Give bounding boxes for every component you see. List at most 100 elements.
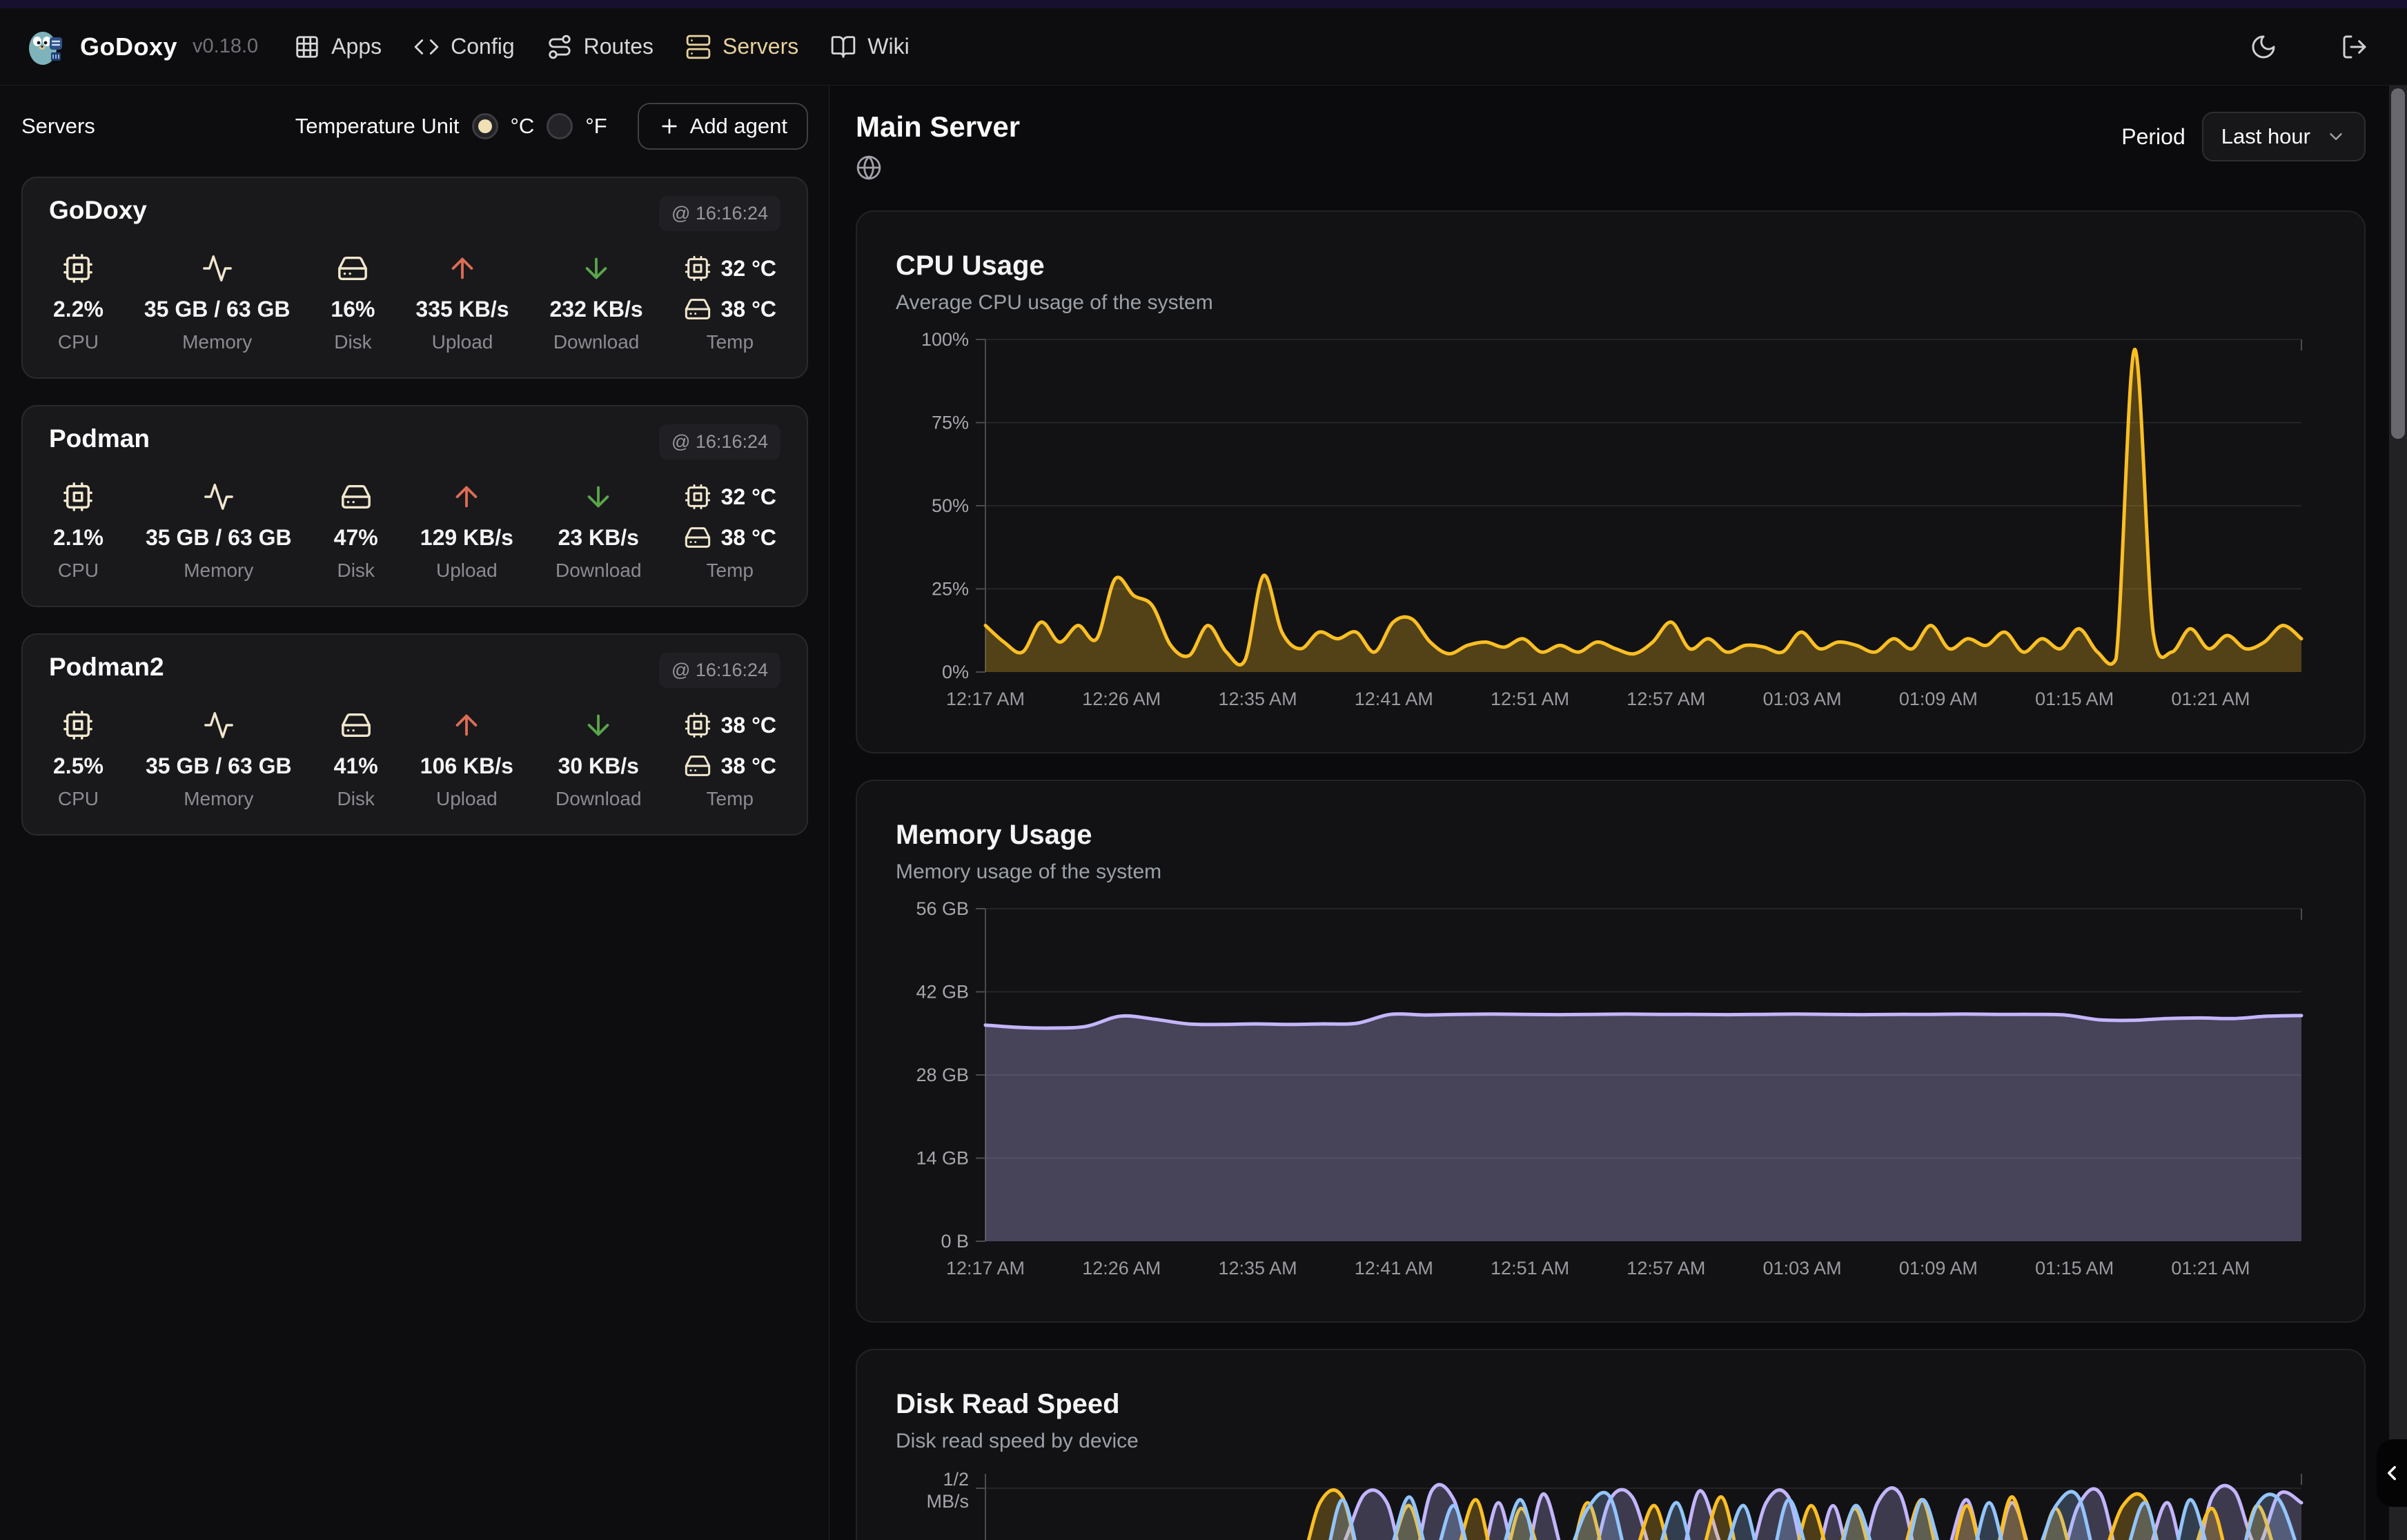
sidebar-header: Servers Temperature Unit °C °F Add agent <box>21 102 808 150</box>
stat-download: 30 KB/s Download <box>556 706 642 811</box>
hard-drive-icon <box>340 481 372 513</box>
stat-download: 23 KB/s Download <box>556 477 642 582</box>
disk-value: 41% <box>334 753 378 779</box>
svg-text:12:41 AM: 12:41 AM <box>1355 689 1433 709</box>
grid-icon <box>294 34 320 60</box>
cpu-icon <box>62 481 94 513</box>
svg-text:12:26 AM: 12:26 AM <box>1082 1258 1161 1279</box>
memory-usage-chart: 56 GB42 GB28 GB14 GB0 B12:17 AM12:26 AM1… <box>896 902 2329 1291</box>
temperature-unit-group: Temperature Unit °C °F Add agent <box>295 103 808 150</box>
period-select[interactable]: Last hour <box>2202 112 2366 161</box>
disk-temp-icon <box>684 524 711 551</box>
plus-icon <box>658 115 680 137</box>
stat-cpu: 2.2% CPU <box>53 249 104 354</box>
download-arrow-icon <box>582 481 614 513</box>
download-label: Download <box>553 331 640 353</box>
stat-upload: 106 KB/s Upload <box>420 706 513 811</box>
nav-item-apps[interactable]: Apps <box>294 34 382 60</box>
server-card-podman2[interactable]: Podman2 @ 16:16:24 2.5% CPU 35 GB / 63 G… <box>21 633 808 836</box>
svg-text:12:26 AM: 12:26 AM <box>1082 689 1161 709</box>
nav-item-servers[interactable]: Servers <box>685 34 798 60</box>
download-value: 30 KB/s <box>558 753 639 779</box>
svg-text:01:21 AM: 01:21 AM <box>2171 689 2250 709</box>
stat-temp: 32 °C 38 °C Temp <box>684 477 776 582</box>
svg-text:50%: 50% <box>932 495 969 516</box>
nav-item-label: Routes <box>584 34 654 59</box>
svg-text:01:15 AM: 01:15 AM <box>2035 1258 2114 1279</box>
disk-label: Disk <box>334 331 371 353</box>
download-label: Download <box>556 560 642 582</box>
upload-value: 106 KB/s <box>420 753 513 779</box>
svg-text:12:35 AM: 12:35 AM <box>1218 1258 1297 1279</box>
upload-value: 335 KB/s <box>415 297 509 322</box>
svg-text:100%: 100% <box>921 333 969 350</box>
cpu-temp-value: 32 °C <box>721 484 776 510</box>
theme-toggle-moon-icon[interactable] <box>2250 33 2277 61</box>
cpu-chart-subtitle: Average CPU usage of the system <box>896 291 2326 315</box>
nav-item-config[interactable]: Config <box>413 34 515 60</box>
stat-disk: 47% Disk <box>334 477 378 582</box>
disk-temp-value: 38 °C <box>721 525 776 551</box>
download-label: Download <box>556 788 642 810</box>
disk-temp-icon <box>684 752 711 780</box>
servers-sidebar: Servers Temperature Unit °C °F Add agent… <box>0 86 829 1540</box>
svg-text:MB/s: MB/s <box>926 1491 969 1512</box>
cpu-temp-value: 38 °C <box>721 713 776 738</box>
memory-label: Memory <box>182 331 252 353</box>
memory-chart-subtitle: Memory usage of the system <box>896 860 2326 884</box>
cpu-chart-title: CPU Usage <box>896 250 2326 282</box>
memory-label: Memory <box>184 788 253 810</box>
memory-label: Memory <box>184 560 253 582</box>
memory-value: 35 GB / 63 GB <box>146 525 292 551</box>
celsius-radio[interactable] <box>472 113 498 139</box>
server-card-godoxy[interactable]: GoDoxy @ 16:16:24 2.2% CPU 35 GB / 63 GB… <box>21 177 808 379</box>
server-timestamp: @ 16:16:24 <box>659 653 780 688</box>
svg-text:1/2: 1/2 <box>943 1471 969 1490</box>
add-agent-button[interactable]: Add agent <box>638 103 808 150</box>
upload-label: Upload <box>436 560 498 582</box>
stat-disk: 16% Disk <box>331 249 375 354</box>
code-icon <box>413 34 440 60</box>
disk-temp-value: 38 °C <box>721 753 776 779</box>
svg-text:01:03 AM: 01:03 AM <box>1763 1258 1842 1279</box>
server-timestamp: @ 16:16:24 <box>659 196 780 231</box>
disk-temp-value: 38 °C <box>721 297 776 322</box>
logout-icon[interactable] <box>2341 33 2368 61</box>
brand[interactable]: GoDoxy v0.18.0 <box>25 26 258 68</box>
nav-item-label: Servers <box>723 34 798 59</box>
main-header: Main Server Period Last hour <box>856 110 2366 184</box>
activity-icon <box>203 481 235 513</box>
fahrenheit-radio[interactable] <box>547 113 573 139</box>
nav-item-label: Apps <box>331 34 382 59</box>
disk-temp-icon <box>684 295 711 323</box>
svg-text:01:09 AM: 01:09 AM <box>1899 689 1978 709</box>
upload-label: Upload <box>436 788 498 810</box>
svg-text:12:41 AM: 12:41 AM <box>1355 1258 1433 1279</box>
svg-text:12:35 AM: 12:35 AM <box>1218 689 1297 709</box>
nav-item-routes[interactable]: Routes <box>547 34 654 60</box>
cpu-temp-value: 32 °C <box>721 256 776 282</box>
sidebar-collapse-handle[interactable] <box>2377 1439 2407 1507</box>
cpu-temp-icon <box>684 483 711 511</box>
scrollbar-thumb[interactable] <box>2391 88 2405 439</box>
server-name: Podman <box>49 424 150 453</box>
brand-version: v0.18.0 <box>193 35 258 58</box>
server-card-podman[interactable]: Podman @ 16:16:24 2.1% CPU 35 GB / 63 GB… <box>21 405 808 607</box>
svg-text:0 B: 0 B <box>941 1231 969 1252</box>
disk-chart-title: Disk Read Speed <box>896 1389 2326 1420</box>
svg-text:12:17 AM: 12:17 AM <box>946 1258 1025 1279</box>
svg-text:14 GB: 14 GB <box>916 1148 969 1169</box>
godoxy-logo <box>25 26 66 68</box>
hard-drive-icon <box>337 253 369 284</box>
stat-cpu: 2.5% CPU <box>53 706 104 811</box>
download-arrow-icon <box>580 253 612 284</box>
cpu-label: CPU <box>58 560 99 582</box>
nav-item-wiki[interactable]: Wiki <box>830 34 909 60</box>
stat-memory: 35 GB / 63 GB Memory <box>146 477 292 582</box>
temperature-unit-label: Temperature Unit <box>295 114 460 139</box>
svg-text:12:17 AM: 12:17 AM <box>946 689 1025 709</box>
upload-value: 129 KB/s <box>420 525 513 551</box>
download-value: 232 KB/s <box>550 297 643 322</box>
period-group: Period Last hour <box>2121 112 2366 161</box>
cpu-usage-card: CPU Usage Average CPU usage of the syste… <box>856 210 2366 753</box>
